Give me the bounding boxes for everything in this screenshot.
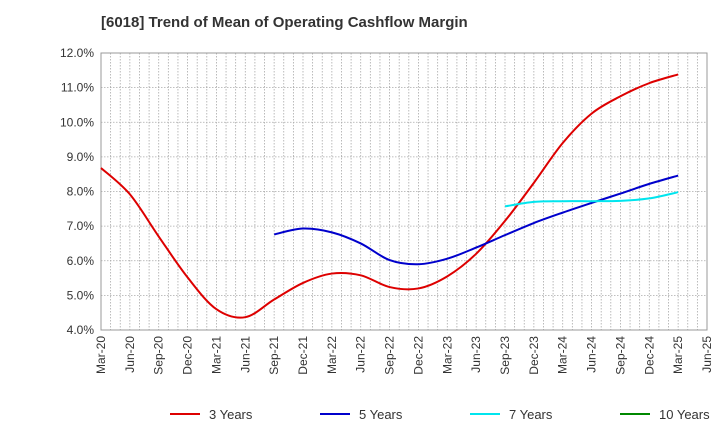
x-tick-label: Sep-23 — [498, 336, 512, 375]
x-tick-label: Sep-20 — [152, 336, 166, 375]
x-tick-label: Mar-22 — [325, 336, 339, 374]
y-tick-label: 8.0% — [67, 185, 95, 199]
legend-label-10-years: 10 Years — [659, 407, 710, 422]
plot-border — [100, 52, 708, 331]
y-tick-label: 7.0% — [67, 219, 95, 233]
x-tick-label: Jun-22 — [354, 336, 368, 373]
x-tick-label: Mar-23 — [440, 336, 454, 374]
chart-title: [6018] Trend of Mean of Operating Cashfl… — [101, 14, 468, 31]
legend-label-7-years: 7 Years — [509, 407, 553, 422]
y-tick-label: 9.0% — [67, 150, 95, 164]
y-tick-label: 5.0% — [67, 288, 95, 302]
x-tick-label: Dec-24 — [642, 336, 656, 375]
series-line-5-years — [273, 174, 679, 266]
y-tick-label: 11.0% — [61, 81, 94, 95]
grid — [101, 52, 707, 331]
x-tick-label: Jun-24 — [585, 336, 599, 373]
x-tick-label: Mar-25 — [671, 336, 685, 374]
x-tick-label: Mar-24 — [556, 336, 570, 374]
x-tick-label: Jun-21 — [238, 336, 252, 373]
x-tick-label: Mar-20 — [94, 336, 108, 374]
x-tick-label: Sep-21 — [267, 336, 281, 375]
legend: 3 Years 5 Years 7 Years 10 Years — [170, 407, 710, 422]
y-tick-label: 4.0% — [67, 323, 95, 337]
y-axis: 4.0% 5.0% 6.0% 7.0% 8.0% 9.0% 10.0% 11.0% 12.0% — [60, 46, 94, 337]
y-tick-label: 10.0% — [60, 115, 94, 129]
x-tick-label: Dec-23 — [527, 336, 541, 375]
y-tick-label: 12.0% — [60, 46, 94, 60]
series-line-7-years — [504, 191, 679, 208]
x-tick-label: Dec-20 — [181, 336, 195, 375]
y-tick-label: 6.0% — [67, 254, 95, 268]
x-tick-label: Jun-20 — [123, 336, 137, 373]
x-tick-label: Mar-21 — [209, 336, 223, 374]
series-layer — [100, 73, 679, 319]
x-tick-label: Dec-21 — [296, 336, 310, 375]
series-line-3-years — [100, 73, 679, 319]
x-tick-label: Dec-22 — [411, 336, 425, 375]
x-tick-label: Jun-23 — [469, 336, 483, 373]
legend-label-5-years: 5 Years — [359, 407, 403, 422]
x-tick-label: Sep-22 — [383, 336, 397, 375]
x-tick-label: Sep-24 — [613, 336, 627, 375]
legend-label-3-years: 3 Years — [209, 407, 253, 422]
x-axis: Mar-20 Jun-20 Sep-20 Dec-20 Mar-21 Jun-21 Sep-… — [94, 336, 714, 375]
x-tick-label: Jun-25 — [700, 336, 714, 373]
